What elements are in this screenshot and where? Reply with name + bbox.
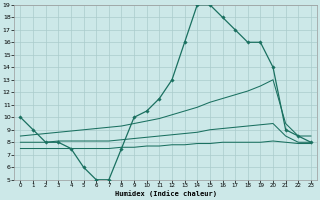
X-axis label: Humidex (Indice chaleur): Humidex (Indice chaleur)	[115, 190, 217, 197]
